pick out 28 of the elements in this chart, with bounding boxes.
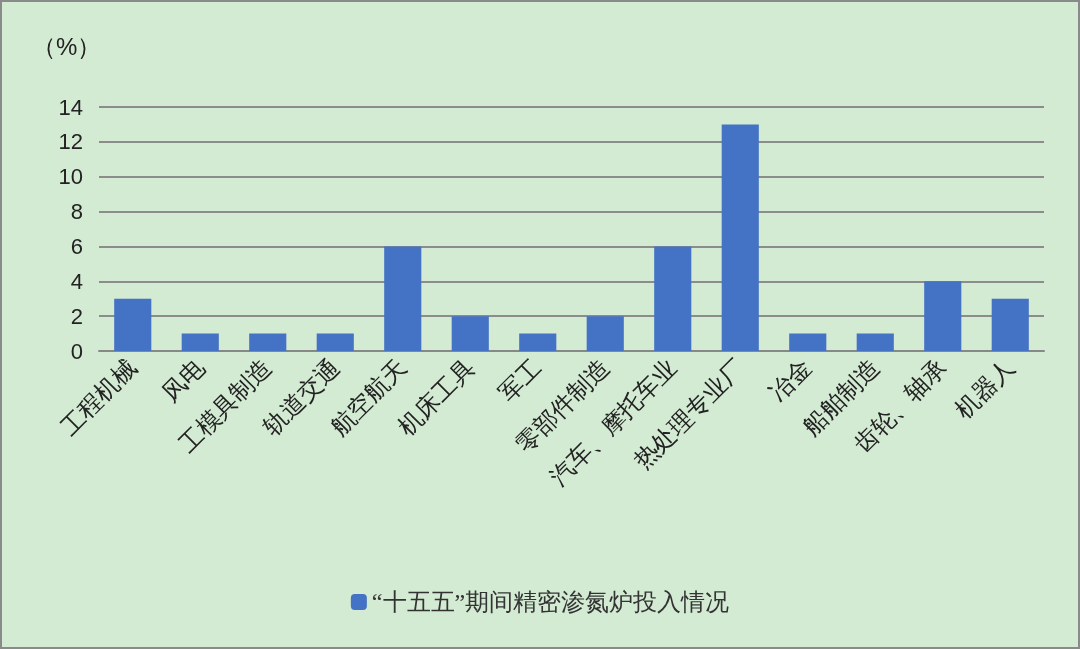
bar (924, 281, 962, 351)
bar (721, 124, 759, 351)
x-tick-label: 冶金 (764, 353, 817, 407)
legend-label: “十五五”期间精密渗氮炉投入情况 (371, 589, 730, 615)
x-tick-label: 风电 (157, 353, 210, 407)
y-tick-label: 4 (70, 268, 83, 294)
bar (181, 333, 219, 351)
y-tick-label: 12 (58, 129, 83, 155)
bar (519, 333, 557, 351)
bar (114, 298, 152, 351)
y-tick-label: 6 (70, 233, 83, 259)
bar (856, 333, 894, 351)
bar (451, 316, 489, 351)
y-tick-label: 8 (70, 199, 83, 225)
y-tick-label: 2 (70, 303, 83, 329)
y-tick-label: 14 (58, 94, 83, 120)
x-tick-label: 军工 (494, 353, 547, 407)
bar (249, 333, 287, 351)
bar (789, 333, 827, 351)
y-tick-label: 10 (58, 164, 83, 190)
bar (991, 298, 1029, 351)
x-tick-label: 机器人 (950, 353, 1020, 424)
y-tick-label: 0 (70, 338, 83, 364)
bar (316, 333, 354, 351)
bar (654, 246, 692, 351)
y-axis-title: （%） (32, 32, 102, 60)
bar (586, 316, 624, 351)
bar (384, 246, 422, 351)
